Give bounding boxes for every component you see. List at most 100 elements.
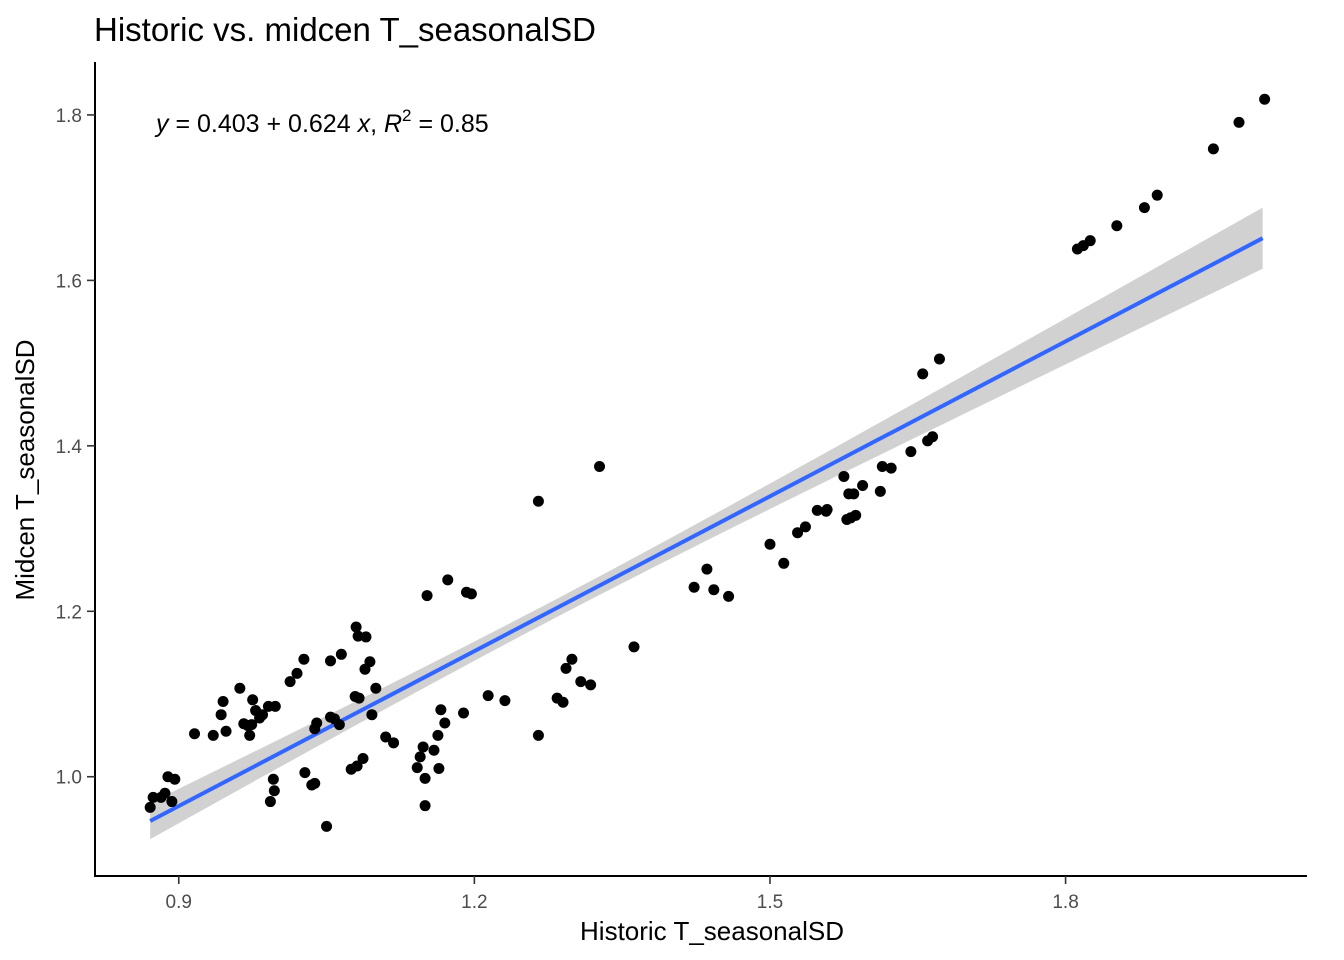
data-point <box>414 751 426 763</box>
data-point <box>905 446 917 458</box>
data-point <box>299 767 311 779</box>
data-point <box>857 480 869 492</box>
data-point <box>927 431 939 443</box>
data-point <box>499 695 511 707</box>
data-point <box>364 656 376 668</box>
data-point <box>360 631 372 643</box>
data-point <box>419 800 431 812</box>
data-point <box>207 729 219 741</box>
data-point <box>708 584 720 596</box>
data-point <box>220 725 232 737</box>
x-tick-label: 1.5 <box>757 892 783 913</box>
data-point <box>321 820 333 832</box>
data-point <box>458 707 470 719</box>
data-point <box>169 773 181 785</box>
chart-title: Historic vs. midcen T_seasonalSD <box>94 11 596 48</box>
eq-y-symbol: y <box>154 110 170 138</box>
eq-r-exponent: 2 <box>402 106 411 125</box>
data-point <box>325 655 337 667</box>
data-point <box>333 719 345 731</box>
data-point <box>370 682 382 694</box>
data-point <box>933 353 945 365</box>
data-point <box>350 621 362 633</box>
y-axis-title: Midcen T_seasonalSD <box>10 339 40 600</box>
data-point <box>311 717 323 729</box>
eq-r-value: = 0.85 <box>412 110 489 138</box>
data-point <box>838 470 850 482</box>
data-point <box>217 695 229 707</box>
x-tick-label: 1.2 <box>461 892 487 913</box>
data-point <box>411 762 423 774</box>
data-point <box>532 729 544 741</box>
data-point <box>380 731 392 743</box>
data-point <box>284 676 296 688</box>
data-point <box>799 521 811 533</box>
data-point <box>465 588 477 600</box>
data-point <box>366 709 378 721</box>
data-point <box>257 709 269 721</box>
data-point <box>234 682 246 694</box>
data-point <box>215 709 227 721</box>
data-point <box>811 504 823 516</box>
data-point <box>159 787 171 799</box>
data-point <box>532 495 544 507</box>
data-point <box>566 653 578 665</box>
y-tick-label: 1.2 <box>56 602 82 623</box>
data-point <box>244 729 256 741</box>
y-tick-label: 1.8 <box>56 106 82 127</box>
data-point <box>850 509 862 521</box>
data-point <box>885 462 897 474</box>
y-axis-ticks: 1.0 1.2 1.4 1.6 1.8 <box>56 106 95 789</box>
x-axis-title: Historic T_seasonalSD <box>580 916 844 946</box>
eq-coefficients: = 0.403 + 0.624 <box>169 110 358 138</box>
data-point <box>585 679 597 691</box>
data-point <box>166 796 178 808</box>
x-tick-label: 1.8 <box>1052 892 1078 913</box>
data-point <box>433 762 445 774</box>
data-point <box>439 717 451 729</box>
data-point <box>144 801 156 813</box>
data-point <box>291 667 303 679</box>
data-point <box>792 527 804 539</box>
data-point <box>1084 235 1096 247</box>
data-point <box>821 504 833 516</box>
data-point <box>267 773 279 785</box>
eq-r-symbol: R <box>384 110 402 138</box>
data-point <box>421 590 433 602</box>
data-point <box>876 461 888 473</box>
eq-x-symbol: x <box>357 110 372 138</box>
data-point <box>1259 93 1271 105</box>
y-tick-label: 1.0 <box>56 768 82 789</box>
data-point <box>428 744 440 756</box>
data-point <box>917 368 929 380</box>
data-point <box>723 590 735 602</box>
data-point <box>264 796 276 808</box>
data-point <box>701 563 713 575</box>
data-point <box>688 581 700 593</box>
data-point <box>560 662 572 674</box>
data-point <box>764 538 776 550</box>
data-point <box>778 557 790 569</box>
data-point <box>1138 202 1150 214</box>
data-point <box>246 719 258 731</box>
data-point <box>557 696 569 708</box>
data-point <box>335 648 347 660</box>
data-point <box>432 729 444 741</box>
data-point <box>435 704 447 716</box>
plot-panel <box>144 93 1271 840</box>
data-point <box>482 690 494 702</box>
data-point <box>442 574 454 586</box>
data-point <box>269 700 281 712</box>
data-point <box>298 653 310 665</box>
x-tick-label: 0.9 <box>166 892 192 913</box>
data-point <box>1111 220 1123 232</box>
data-point <box>1151 189 1163 201</box>
data-point <box>848 488 860 500</box>
data-points <box>144 93 1271 832</box>
x-axis-ticks: 0.9 1.2 1.5 1.8 <box>166 876 1079 913</box>
data-point <box>147 791 159 803</box>
data-point <box>388 737 400 749</box>
data-point <box>575 676 587 688</box>
data-point <box>351 760 363 772</box>
